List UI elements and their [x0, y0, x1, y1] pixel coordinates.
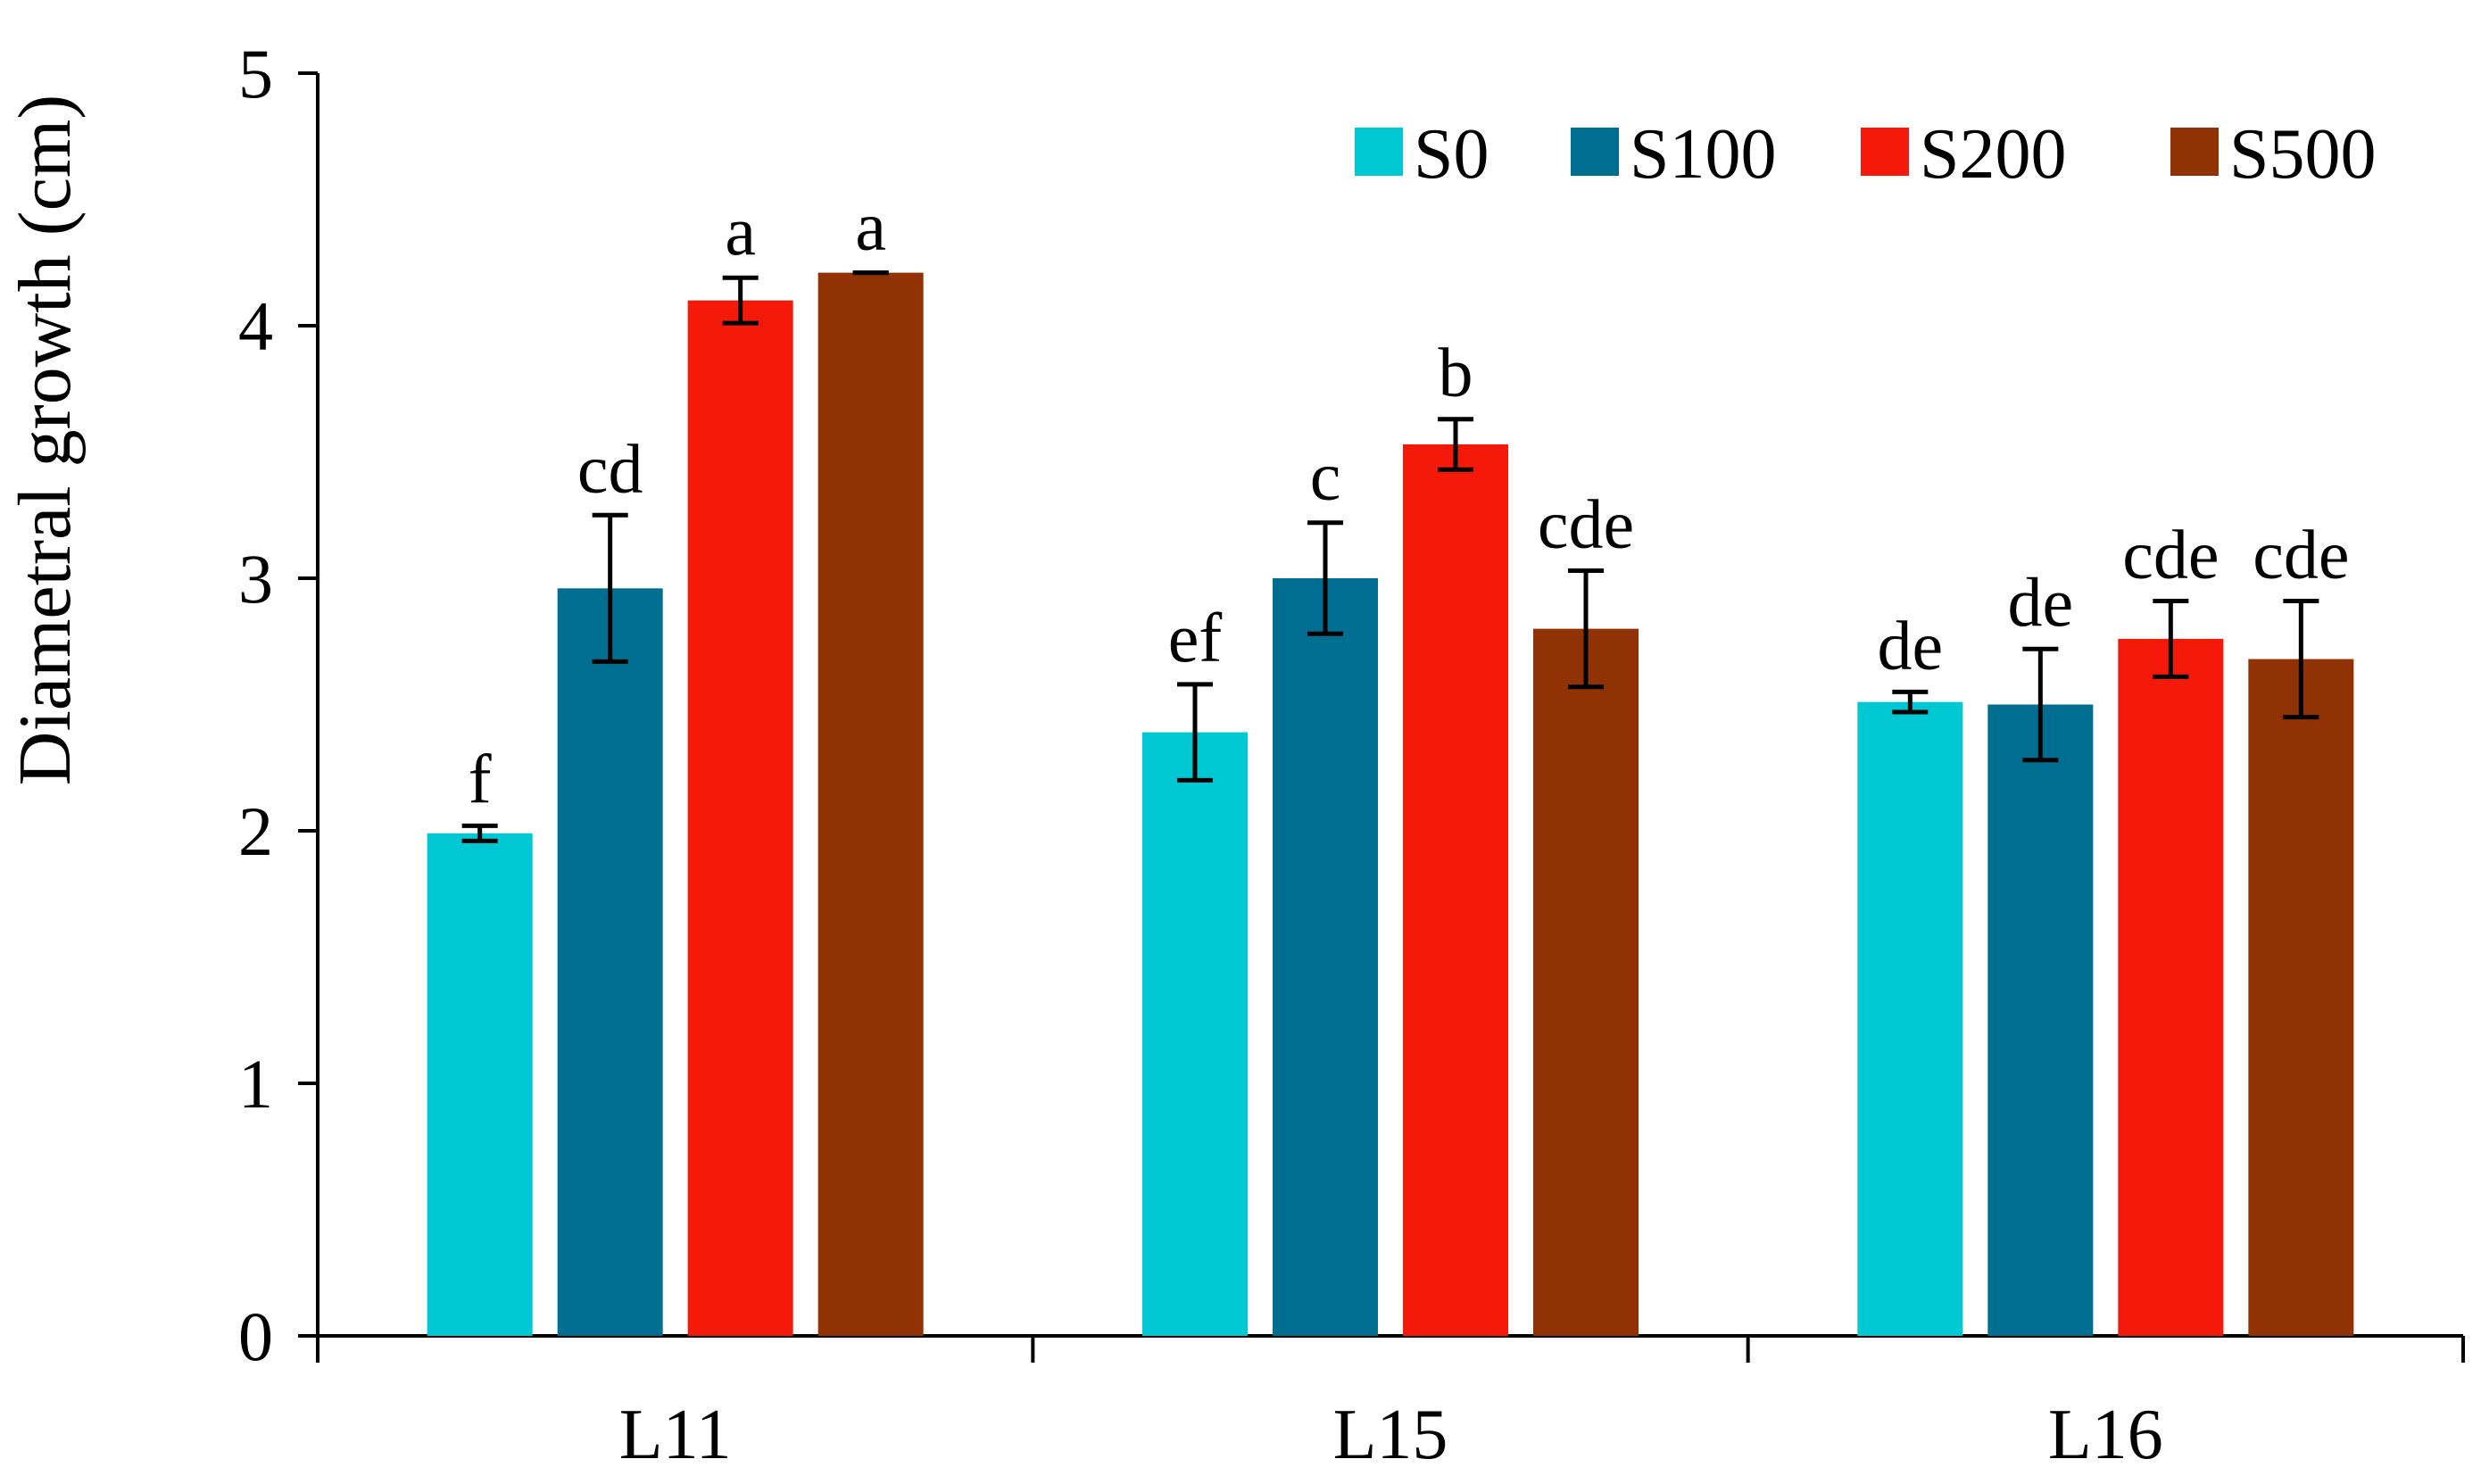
legend-swatch-s500 — [2170, 128, 2219, 176]
bar-s0-l11 — [427, 833, 533, 1336]
bars — [427, 272, 2354, 1337]
y-tick-label: 3 — [238, 540, 273, 618]
bar-s200-l11 — [687, 300, 793, 1337]
y-tick-label: 1 — [238, 1045, 273, 1123]
significance-letter: a — [725, 192, 756, 269]
legend-swatch-s100 — [1571, 128, 1619, 176]
legend-label-s200: S200 — [1920, 115, 2067, 194]
y-tick-label: 0 — [238, 1297, 273, 1375]
y-tick-label: 4 — [238, 287, 273, 365]
bar-s500-l15 — [1533, 628, 1639, 1336]
significance-letter: cde — [1538, 485, 1634, 563]
bar-s200-l16 — [2118, 638, 2224, 1336]
significance-letter: cde — [2122, 515, 2219, 593]
bar-s100-l16 — [1987, 704, 2094, 1336]
legend-label-s500: S500 — [2229, 115, 2377, 194]
significance-letter: f — [469, 740, 492, 817]
significance-letter: b — [1439, 334, 1473, 411]
legend-label-s0: S0 — [1414, 115, 1489, 194]
bar-s100-l11 — [557, 588, 663, 1336]
bar-s100-l15 — [1273, 578, 1378, 1336]
y-axis-title: Diametral growth (cm) — [4, 95, 87, 785]
bar-s0-l15 — [1142, 732, 1248, 1336]
y-tick-label: 2 — [238, 792, 273, 870]
legend: S0 S100 S200 S500 — [1355, 115, 2377, 194]
x-category-label: L15 — [1333, 1396, 1448, 1474]
significance-letter: a — [855, 187, 886, 265]
significance-letter: ef — [1168, 599, 1223, 676]
legend-swatch-s0 — [1355, 128, 1403, 176]
bar-s500-l11 — [817, 272, 924, 1336]
y-tick-label: 5 — [238, 35, 273, 112]
significance-letter: de — [1878, 606, 1944, 684]
x-category-label: L16 — [2048, 1396, 2163, 1474]
significance-letter: de — [2008, 563, 2074, 641]
bar-s200-l15 — [1403, 444, 1508, 1336]
x-category-label: L11 — [619, 1396, 732, 1474]
bar-s500-l16 — [2248, 659, 2354, 1336]
significance-letter: cde — [2253, 515, 2349, 593]
axes: 0 1 2 3 4 5 L11 L15 L16 — [238, 35, 2465, 1474]
legend-label-s100: S100 — [1630, 115, 1777, 194]
legend-swatch-s200 — [1861, 128, 1909, 176]
bar-s0-l16 — [1857, 701, 1963, 1336]
significance-letter: cd — [577, 429, 643, 507]
error-bars — [461, 270, 2319, 843]
significance-letter: c — [1310, 437, 1341, 515]
